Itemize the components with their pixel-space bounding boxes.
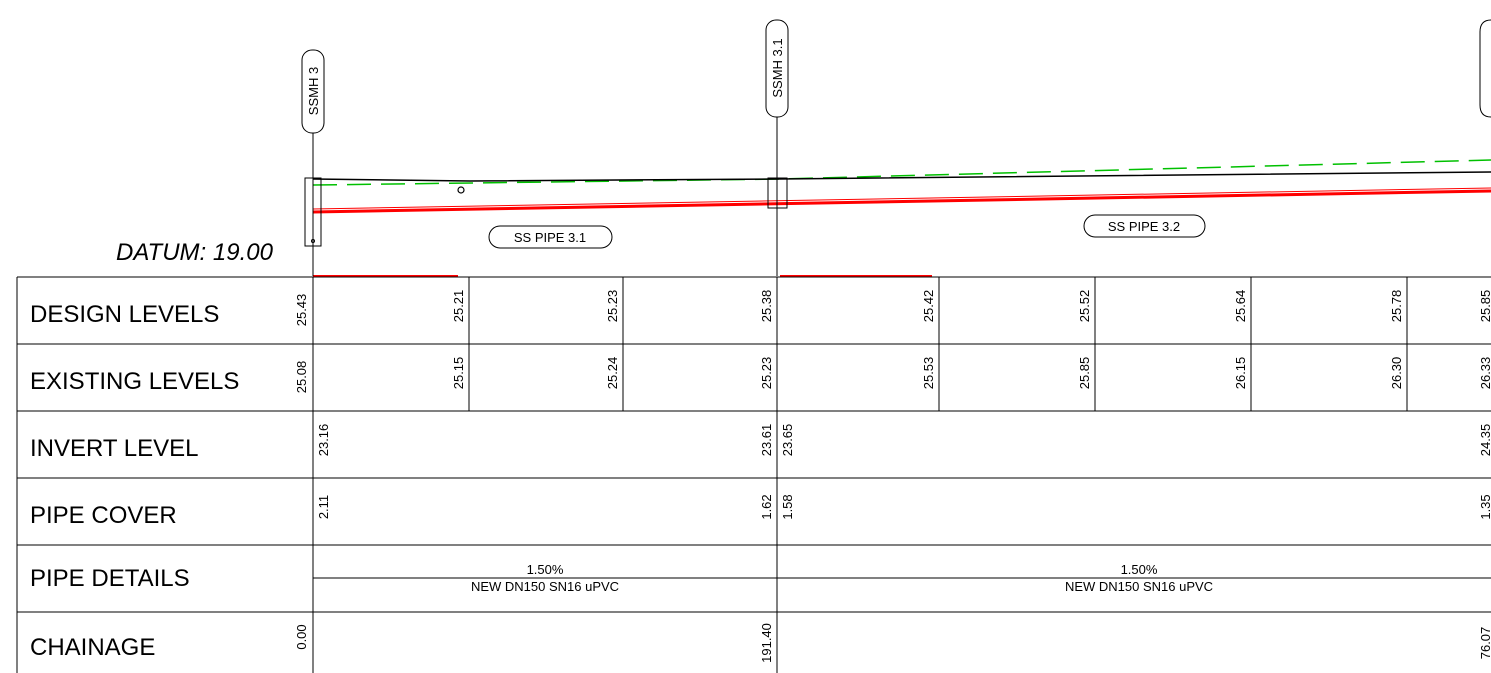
manhole-invert-marker <box>311 239 315 243</box>
pipe-label-31: SS PIPE 3.1 <box>514 230 586 245</box>
design-level-value: 25.64 <box>1233 290 1248 323</box>
pipe-grade: 1.50% <box>527 562 564 577</box>
invert-level-value: 23.16 <box>316 424 331 457</box>
chainage-value: 191.40 <box>759 623 774 663</box>
pipe-tag-31 <box>488 225 613 249</box>
pipe-spec: NEW DN150 SN16 uPVC <box>1065 579 1213 594</box>
manhole-tag-mh31 <box>765 19 789 118</box>
pipe-invert-line <box>312 189 1491 214</box>
existing-level-value: 25.23 <box>759 357 774 390</box>
design-level-value: 25.43 <box>294 294 309 327</box>
pipe-grade: 1.50% <box>1121 562 1158 577</box>
design-level-value: 25.21 <box>451 290 466 323</box>
pipe-cover-value: 1.58 <box>780 494 795 519</box>
existing-level-value: 26.15 <box>1233 357 1248 390</box>
invert-level-value: 23.61 <box>759 424 774 457</box>
existing-level-value: 26.30 <box>1389 357 1404 390</box>
data-table: DESIGN LEVELS EXISTING LEVELS INVERT LEV… <box>16 276 1491 673</box>
pipe-label-32: SS PIPE 3.2 <box>1108 219 1180 234</box>
existing-level-value: 25.24 <box>605 357 620 390</box>
row-header-cover: PIPE COVER <box>30 502 177 529</box>
row-header-existing: EXISTING LEVELS <box>30 368 239 395</box>
pipe-cover-value: 1.35 <box>1478 494 1491 519</box>
existing-surface-line <box>312 159 1491 186</box>
row-header-design: DESIGN LEVELS <box>30 301 219 328</box>
existing-level-value: 25.08 <box>294 361 309 394</box>
survey-point-marker <box>457 186 465 194</box>
existing-level-value: 26.33 <box>1478 357 1491 390</box>
profile-view: SSMH 3 SSMH 3.1 SS PIPE 3.1 SS PIPE 3.2 … <box>116 19 1491 277</box>
pipe-cover-values: 2.11 1.62 1.58 1.35 <box>316 494 1491 519</box>
pipe-details-values: 1.50% NEW DN150 SN16 uPVC 1.50% NEW DN15… <box>471 562 1213 594</box>
chainage-values: 0.00 191.40 76.07 <box>294 623 1491 663</box>
datum-label: DATUM: 19.00 <box>116 239 274 266</box>
row-header-invert: INVERT LEVEL <box>30 435 199 462</box>
level-row-dividers <box>468 277 1408 411</box>
pipe-cover-value: 1.62 <box>759 494 774 519</box>
design-level-value: 25.38 <box>759 290 774 323</box>
chainage-value: 76.07 <box>1478 627 1491 660</box>
design-level-value: 25.78 <box>1389 290 1404 323</box>
invert-level-value: 24.35 <box>1478 424 1491 457</box>
design-surface-line <box>312 171 1491 182</box>
row-header-chainage: CHAINAGE <box>30 634 155 661</box>
design-level-value: 25.85 <box>1478 290 1491 323</box>
invert-level-value: 23.65 <box>780 424 795 457</box>
design-level-value: 25.23 <box>605 290 620 323</box>
chainage-value: 0.00 <box>294 624 309 649</box>
existing-level-value: 25.53 <box>921 357 936 390</box>
pipe-cover-value: 2.11 <box>316 495 331 519</box>
existing-level-value: 25.85 <box>1077 357 1092 390</box>
pipe-spec: NEW DN150 SN16 uPVC <box>471 579 619 594</box>
design-level-value: 25.42 <box>921 290 936 323</box>
invert-level-values: 23.16 23.61 23.65 24.35 <box>316 424 1491 457</box>
manhole-tag-partial <box>1479 19 1491 118</box>
manhole-label-mh3: SSMH 3 <box>306 67 321 115</box>
design-level-values: 25.43 25.21 25.23 25.38 25.42 25.52 25.6… <box>294 290 1491 327</box>
existing-level-value: 25.15 <box>451 357 466 390</box>
manhole-label-mh31: SSMH 3.1 <box>770 38 785 97</box>
pipe-tag-32 <box>1083 214 1206 238</box>
pipe-obvert-line <box>312 187 1491 210</box>
existing-level-values: 25.08 25.15 25.24 25.23 25.53 25.85 26.1… <box>294 357 1491 394</box>
manhole-tag-mh3 <box>301 49 325 134</box>
design-level-value: 25.52 <box>1077 290 1092 323</box>
row-header-details: PIPE DETAILS <box>30 565 190 592</box>
